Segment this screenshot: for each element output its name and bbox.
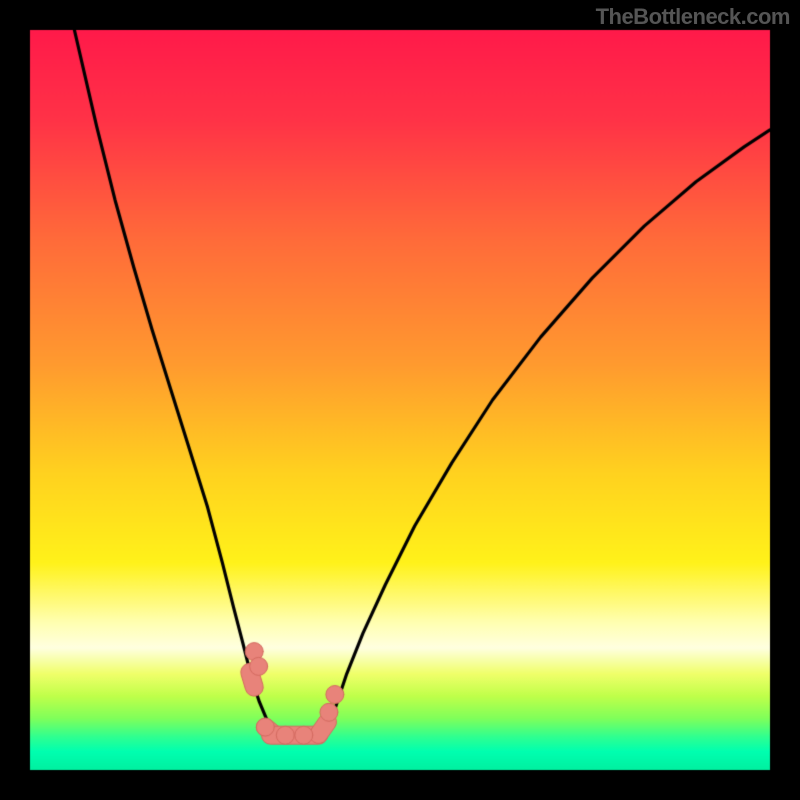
watermark-text: TheBottleneck.com: [596, 4, 790, 30]
bottleneck-chart-canvas: [0, 0, 800, 800]
chart-container: TheBottleneck.com: [0, 0, 800, 800]
